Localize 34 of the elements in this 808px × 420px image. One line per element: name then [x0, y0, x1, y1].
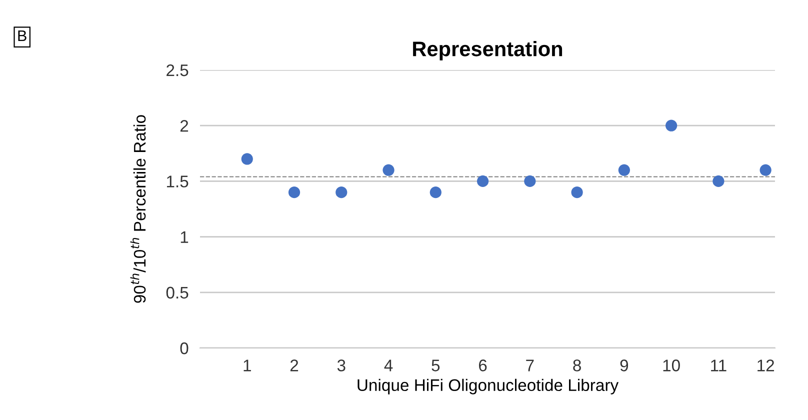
y-axis-title: 90$^{th}$/10$^{th}$ Percentile Ratio [130, 115, 146, 303]
y-tick-label: 1 [180, 231, 188, 243]
x-tick-label: 12 [758, 360, 774, 372]
point [618, 164, 630, 176]
point [666, 120, 678, 132]
point [712, 175, 724, 188]
text: B [18, 30, 26, 41]
x-tick-label: 1 [244, 360, 251, 372]
point [760, 164, 772, 176]
x-tick-label: 8 [573, 360, 581, 372]
y-tick-label: 2.5 [166, 64, 188, 76]
point [382, 164, 394, 176]
point [241, 153, 253, 165]
point [524, 175, 536, 188]
point [476, 175, 489, 188]
x-tick-label: 3 [337, 360, 346, 372]
y-tick-label: 1.5 [166, 176, 188, 188]
point [430, 186, 442, 198]
y-tick-label: 2 [180, 120, 188, 132]
y-tick-label: 0 [180, 342, 188, 354]
x-tick-label: 10 [663, 360, 680, 372]
x-tick-label: 5 [432, 360, 440, 372]
x-axis-title: Unique HiFi Oligonucleotide Library [358, 378, 619, 394]
point [336, 186, 348, 198]
y-tick-label: 0.5 [166, 286, 188, 299]
point [571, 186, 583, 198]
point [288, 186, 300, 198]
x-tick-label: 9 [620, 360, 628, 372]
x-tick-label: 11 [711, 360, 726, 372]
x-tick-label: 2 [290, 360, 298, 372]
x-tick-label: 7 [526, 360, 534, 372]
x-tick-label: 4 [384, 360, 393, 372]
chart-title: Representation [413, 41, 562, 60]
x-tick-label: 6 [479, 360, 487, 372]
